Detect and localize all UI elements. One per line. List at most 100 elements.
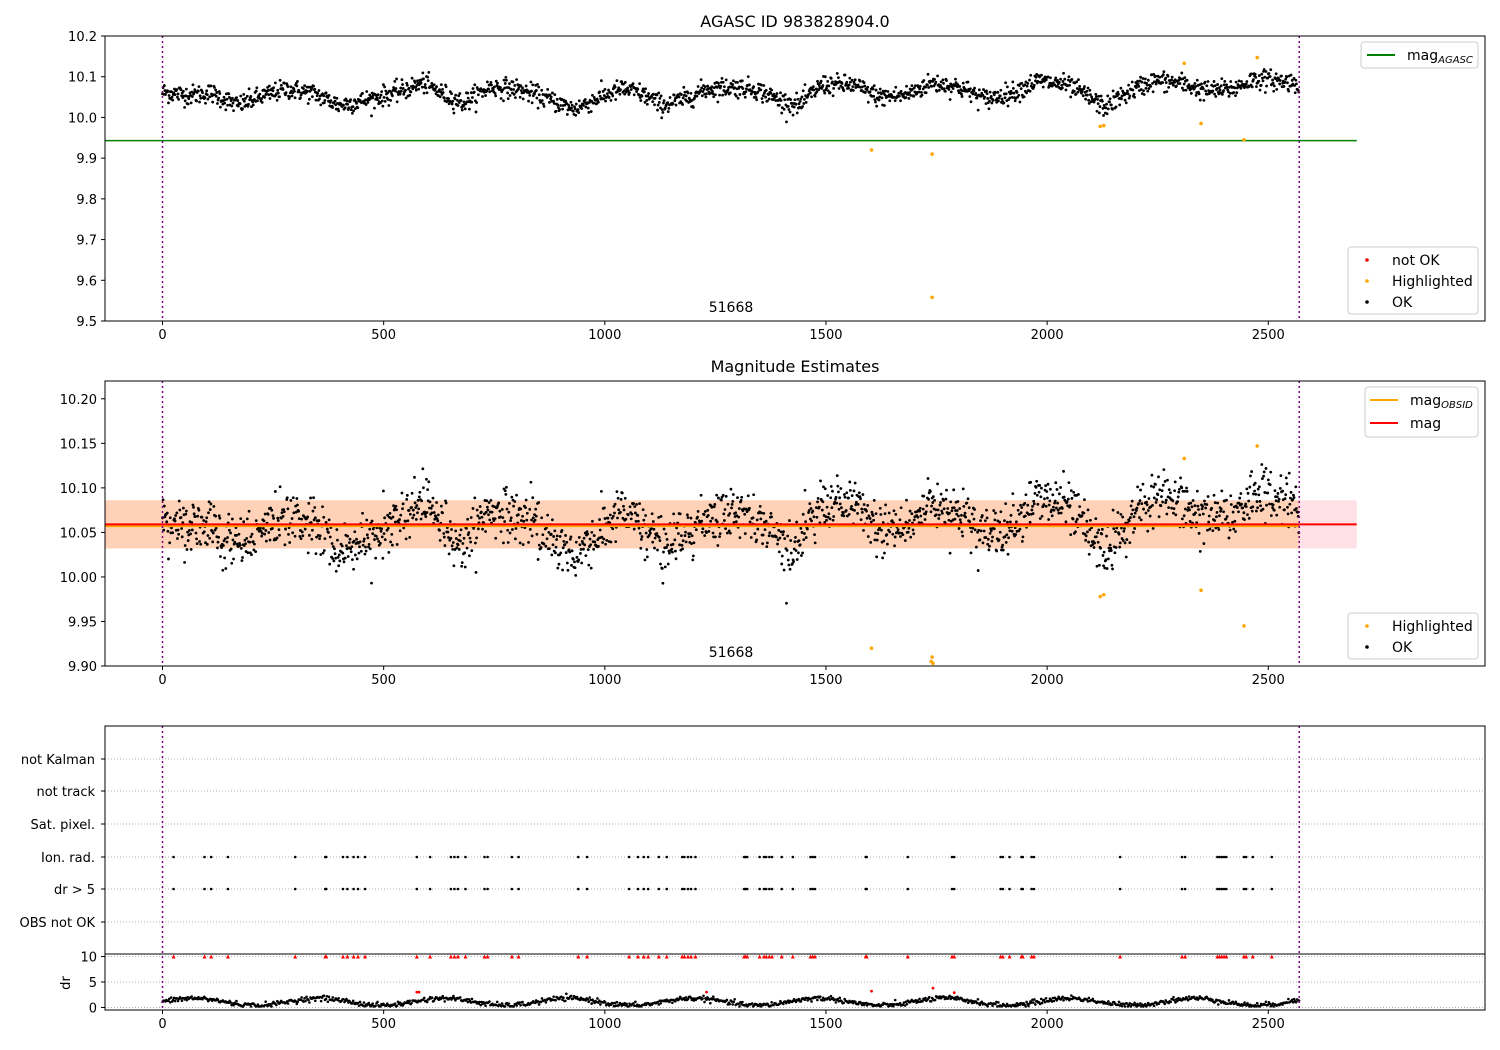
ok-point [295, 84, 299, 88]
ok-point [645, 555, 649, 559]
flag-point-dr [809, 887, 812, 891]
ok-point [577, 111, 581, 114]
ok-point [1235, 91, 1239, 95]
ok-point [1163, 90, 1166, 94]
ok-point [1162, 468, 1166, 472]
ok-point [1133, 527, 1137, 530]
ok-point [1191, 499, 1195, 502]
ok-point [564, 551, 568, 554]
dr-point [588, 996, 591, 999]
ok-point [1263, 75, 1267, 79]
ok-point [1161, 500, 1165, 504]
flag-point-ion-rad [510, 855, 514, 859]
ok-point [457, 548, 461, 551]
ok-point [222, 539, 226, 543]
ok-point [592, 534, 596, 537]
ok-point [1146, 89, 1150, 93]
ok-point [451, 107, 455, 111]
ok-point [659, 562, 662, 566]
highlighted-point [1098, 124, 1102, 129]
ok-point [635, 90, 639, 94]
flag-point-ion-rad [642, 855, 646, 859]
flag-point-dr [999, 887, 1002, 891]
ok-point [447, 97, 450, 100]
ok-point [961, 534, 965, 538]
ok-point [486, 508, 490, 512]
ok-point [1097, 563, 1101, 567]
flag-point-ion-rad [428, 855, 432, 859]
ok-point [756, 527, 760, 531]
ok-point [663, 106, 667, 110]
ok-point [276, 516, 280, 520]
ok-point [1100, 532, 1104, 536]
ok-point [476, 93, 480, 97]
flag-point-ion-rad [636, 855, 640, 859]
ok-point [1262, 68, 1266, 71]
ok-point [687, 535, 691, 539]
dr-point [933, 998, 937, 1002]
ok-point [827, 512, 831, 516]
ok-point [1084, 538, 1088, 542]
ok-point [767, 534, 771, 538]
ok-point [956, 500, 960, 503]
ok-point [446, 530, 450, 534]
dr-point [190, 995, 193, 998]
ok-point [871, 514, 875, 517]
ok-point [917, 521, 921, 525]
ok-point [988, 90, 992, 94]
ok-point [1217, 514, 1221, 518]
ok-point [1154, 74, 1157, 78]
ok-point [1109, 103, 1113, 107]
ok-point [493, 91, 497, 95]
ok-point [1206, 528, 1209, 532]
ok-point [476, 514, 480, 518]
ok-point [331, 106, 335, 109]
dr-point [614, 1004, 618, 1008]
ok-point [1038, 75, 1042, 79]
ok-point [1096, 531, 1099, 535]
ok-point [278, 485, 282, 489]
ok-point [990, 101, 994, 105]
ok-point [899, 99, 902, 103]
ok-point [315, 94, 319, 98]
ok-point [844, 509, 848, 512]
ok-point [611, 514, 615, 518]
ok-point [1275, 513, 1279, 517]
ok-point [1245, 80, 1249, 83]
ok-point [659, 514, 663, 518]
dr-point [836, 997, 840, 1001]
ok-point [636, 514, 640, 517]
ok-point [1111, 567, 1114, 571]
ok-point [1266, 478, 1270, 482]
ok-point [881, 521, 885, 524]
ok-point [281, 88, 285, 91]
flag-point-dr [950, 887, 954, 891]
ok-point [569, 535, 573, 539]
ok-point [615, 490, 619, 494]
ok-point [213, 528, 217, 532]
ok-point [241, 107, 244, 111]
ok-point [1072, 89, 1076, 93]
ok-point [830, 506, 834, 510]
dr-point [820, 998, 824, 1002]
ok-point [644, 531, 648, 535]
ok-point [1120, 97, 1123, 101]
ok-point [195, 99, 198, 103]
ok-point [414, 86, 418, 89]
dr-point [891, 1002, 894, 1006]
ok-point [244, 542, 247, 546]
flag-point-ion-rad [1222, 855, 1226, 859]
ok-point [983, 519, 987, 523]
ok-point [503, 82, 507, 85]
ok-point [744, 90, 748, 94]
ok-point [1099, 546, 1102, 550]
dr-point [554, 998, 557, 1002]
ok-point [472, 90, 476, 94]
ok-point [1004, 92, 1008, 96]
ok-point [777, 103, 781, 107]
ok-point [1001, 548, 1005, 552]
ok-point [380, 90, 384, 93]
ok-point [426, 75, 430, 79]
ok-point [583, 98, 587, 101]
ok-point [514, 527, 518, 530]
